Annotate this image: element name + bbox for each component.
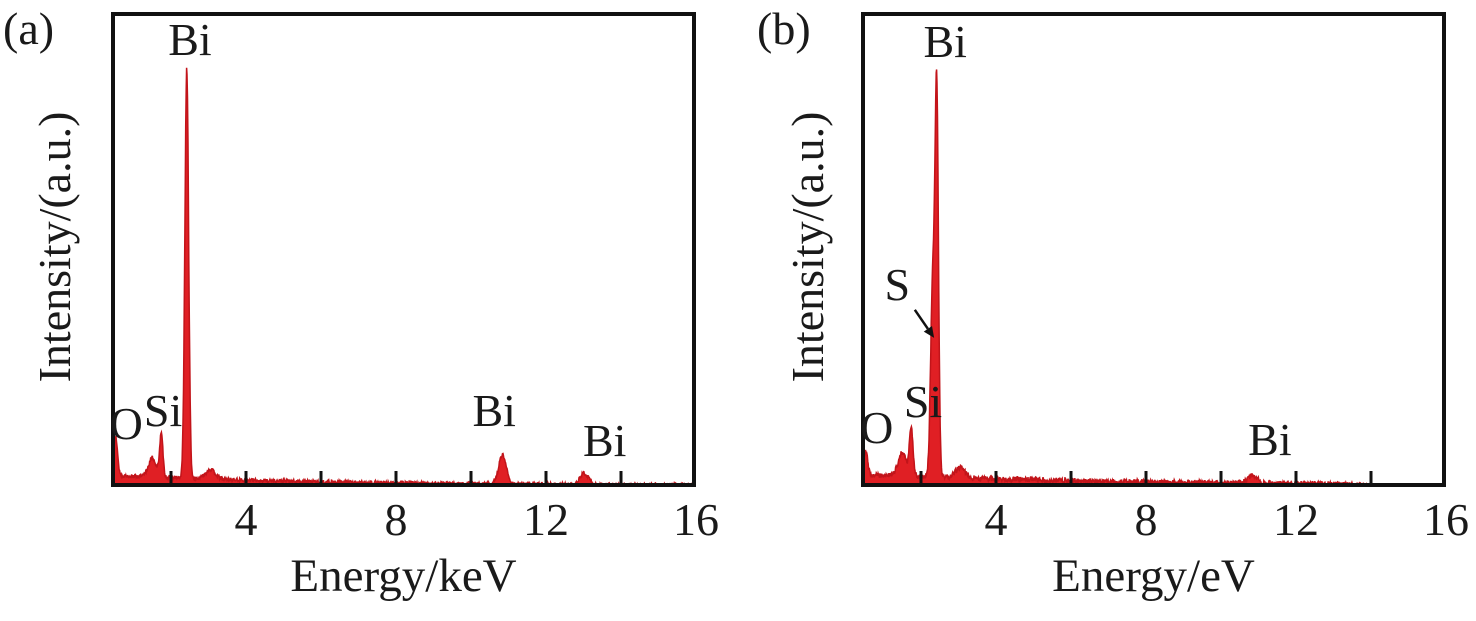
panel-a-x-axis-label: Energy/keV (290, 550, 517, 602)
panel-b-plot: Bi S O Si Bi 4 8 12 16 Energy/eV (860, 12, 1469, 600)
spectrum-curve (111, 67, 696, 487)
plot-frame (111, 12, 696, 487)
x-tick-label: 12 (523, 494, 569, 545)
panel-a-x-tick-labels: 4 8 12 16 (111, 494, 719, 547)
spectrum-curve (861, 69, 1446, 487)
spectrum-chart-b (861, 12, 1446, 487)
x-tick-label: 4 (234, 494, 258, 545)
annotation-arrowhead (923, 325, 935, 338)
x-tick-label: 8 (1134, 494, 1158, 545)
panel-b-y-axis-label: Intensity/(a.u.) (782, 111, 833, 383)
plot-frame (861, 12, 1446, 487)
panel-b-x-axis-label: Energy/eV (1052, 550, 1255, 602)
x-tick-label: 4 (984, 494, 1008, 545)
panel-a-y-axis-label: Intensity/(a.u.) (29, 111, 80, 383)
panel-b-x-tick-labels: 4 8 12 16 (861, 494, 1469, 547)
panel-b-label: (b) (757, 3, 811, 54)
annotation-arrow-line (913, 309, 929, 330)
x-tick-label: 16 (673, 494, 719, 545)
x-tick-label: 12 (1273, 494, 1319, 545)
panel-a-plot: Bi O Si Bi Bi 4 8 12 16 Energy/keV (110, 12, 719, 600)
panel-a-label: (a) (3, 3, 55, 54)
x-tick-label: 8 (384, 494, 408, 545)
x-tick-label: 16 (1423, 494, 1469, 545)
spectrum-chart-a (111, 12, 696, 487)
